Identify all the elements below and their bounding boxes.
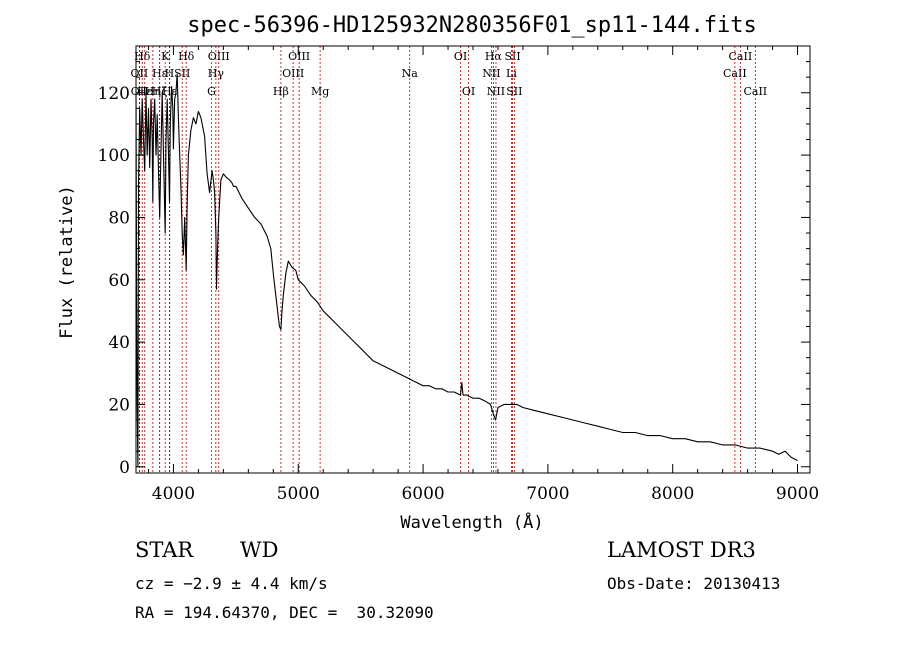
survey-release: LAMOST DR3 bbox=[607, 538, 756, 562]
x-axis-label: Wavelength (Å) bbox=[400, 511, 543, 533]
line-marker-label: SII bbox=[506, 85, 522, 98]
line-marker-label: Hζ bbox=[152, 85, 168, 98]
line-marker-label: NII bbox=[487, 85, 505, 98]
x-tick-label: 6000 bbox=[401, 484, 444, 504]
line-marker-label: G bbox=[207, 85, 216, 98]
line-marker-label: Hε bbox=[137, 85, 153, 98]
chart-title: spec-56396-HD125932N280356F01_sp11-144.f… bbox=[187, 13, 757, 38]
observation-date: Obs-Date: 20130413 bbox=[607, 574, 781, 593]
y-axis: 0 20 40 60 80 100 120 bbox=[98, 61, 810, 478]
line-marker-label: Hγ bbox=[208, 67, 225, 80]
object-class: STAR bbox=[135, 538, 194, 562]
y-tick-label: 40 bbox=[108, 333, 130, 353]
line-marker-label: Hη bbox=[145, 85, 161, 98]
plot-frame bbox=[135, 45, 811, 474]
series-line-spectrum bbox=[135, 73, 798, 468]
series-layer bbox=[135, 73, 798, 468]
line-marker-label: Mg bbox=[311, 85, 329, 98]
line-marker-label: Hδ bbox=[178, 50, 195, 63]
line-marker-label: OIII bbox=[208, 50, 230, 63]
x-tick-label: 7000 bbox=[526, 484, 569, 504]
line-marker-label: OII bbox=[131, 67, 149, 80]
line-marker-label: Hε bbox=[152, 67, 168, 80]
line-marker-label: Hδ bbox=[134, 50, 151, 63]
x-tick-label: 8000 bbox=[651, 484, 694, 504]
line-marker-label: Na bbox=[402, 67, 419, 80]
redshift-velocity: cz = −2.9 ± 4.4 km/s bbox=[135, 574, 328, 593]
line-marker-label: Hβ bbox=[273, 85, 289, 98]
line-marker-label: CaII bbox=[743, 85, 767, 98]
line-marker-label: CaII bbox=[729, 50, 753, 63]
line-marker-label: Hε bbox=[162, 85, 178, 98]
sky-coordinates: RA = 194.64370, DEC = 30.32090 bbox=[135, 603, 434, 622]
y-tick-label: 60 bbox=[108, 271, 130, 291]
y-tick-label: 80 bbox=[108, 208, 130, 228]
line-marker-label: H bbox=[165, 67, 175, 80]
y-tick-label: 120 bbox=[98, 84, 130, 104]
line-marker-label: OIII bbox=[288, 50, 310, 63]
x-tick-label: 4000 bbox=[152, 484, 195, 504]
y-tick-label: 100 bbox=[98, 146, 130, 166]
x-tick-label: 9000 bbox=[776, 484, 819, 504]
x-tick-label: 5000 bbox=[277, 484, 320, 504]
line-marker-label: NII bbox=[482, 67, 500, 80]
line-marker-label: OI bbox=[454, 50, 467, 63]
x-axis: 4000 5000 6000 7000 8000 9000 bbox=[147, 46, 819, 504]
y-tick-label: 0 bbox=[119, 458, 130, 478]
line-marker-label: K bbox=[161, 50, 170, 63]
line-marker-label: CaII bbox=[723, 67, 747, 80]
object-subclass: WD bbox=[240, 538, 279, 562]
line-marker-label: OI bbox=[462, 85, 475, 98]
line-marker-label: Li bbox=[506, 67, 517, 80]
line-marker-label: Hα bbox=[485, 50, 503, 63]
line-marker-label: OIII bbox=[282, 67, 304, 80]
line-marker-label: SII bbox=[504, 50, 520, 63]
y-axis-label: Flux (relative) bbox=[57, 185, 77, 339]
y-tick-label: 20 bbox=[108, 395, 130, 415]
line-marker-label: OII bbox=[131, 85, 149, 98]
